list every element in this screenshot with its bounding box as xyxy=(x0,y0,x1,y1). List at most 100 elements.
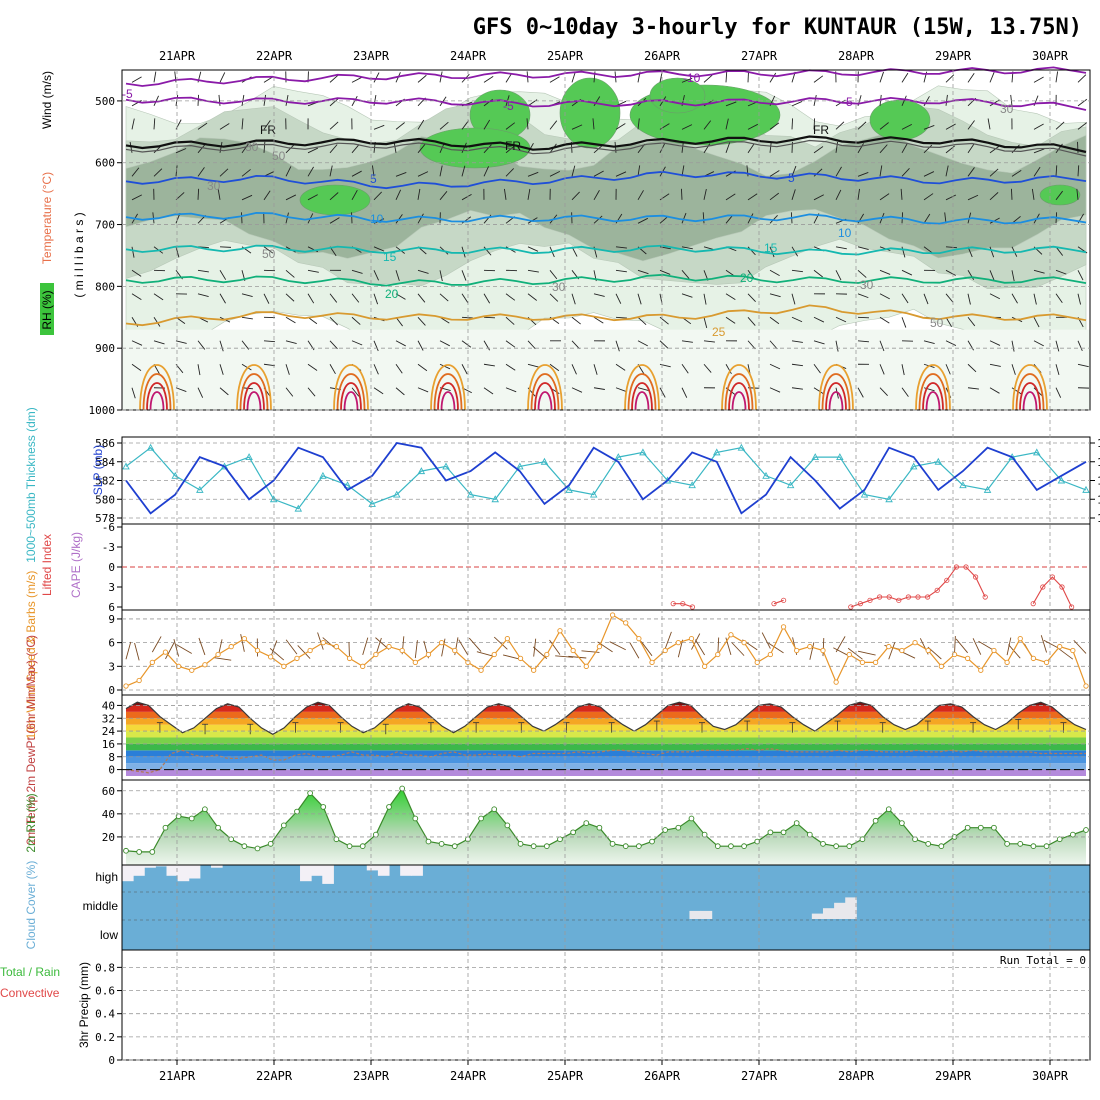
lifted-index-marker xyxy=(876,594,883,600)
rh2m-marker xyxy=(806,831,813,838)
thickness-line xyxy=(125,446,1087,510)
lifted-index-axis-label: Lifted Index xyxy=(40,534,54,596)
y-tick-label: 9 xyxy=(108,613,115,626)
rh2m-marker xyxy=(675,824,682,831)
warm-lobe-contour xyxy=(818,364,854,411)
wind-barb xyxy=(217,188,221,200)
wind-barb xyxy=(439,270,443,282)
wind-speed-marker xyxy=(1030,655,1037,662)
wind-barb xyxy=(901,143,908,154)
warm-lobe-contour xyxy=(627,373,657,411)
lifted-index-marker xyxy=(1069,604,1075,610)
rh2m-marker xyxy=(294,808,300,815)
wind-barb xyxy=(945,165,949,177)
warm-lobe-contour xyxy=(1022,391,1038,411)
wind-barb xyxy=(131,269,142,277)
wind-barb xyxy=(615,171,627,177)
wind-barb xyxy=(659,387,666,398)
warm-lobe-contour xyxy=(721,364,757,411)
wind-barb xyxy=(879,364,885,375)
rh2m-marker xyxy=(1069,831,1076,838)
lifted-index-marker xyxy=(905,594,912,600)
thickness-marker xyxy=(122,462,130,470)
wind-barb xyxy=(1031,188,1035,200)
temp-band xyxy=(126,743,1086,751)
wind10m-axis-label: 10m Wind Speed & Barbs (m/s) xyxy=(24,571,38,740)
thickness-marker xyxy=(762,471,770,479)
wind-barb xyxy=(1055,269,1067,275)
wind-barb xyxy=(1033,317,1040,328)
wind-barb xyxy=(813,363,821,374)
wind-barb xyxy=(879,340,885,352)
wind-barb xyxy=(725,316,736,324)
wind-barb xyxy=(417,363,428,372)
wind-barb xyxy=(351,170,362,177)
wind-barb xyxy=(680,188,683,200)
wind-barb xyxy=(131,167,140,177)
wind-barb-10m xyxy=(493,636,508,650)
wind-barb xyxy=(395,189,402,201)
wind-barb xyxy=(1055,165,1058,177)
wind-barb xyxy=(197,269,209,273)
wind-barb xyxy=(923,171,935,177)
rh2m-marker xyxy=(780,829,787,836)
wind-speed-marker xyxy=(254,647,261,654)
rh2m-marker xyxy=(728,843,734,850)
rh2m-marker xyxy=(912,836,918,843)
isotherm-label: -5 xyxy=(122,87,133,101)
wind-barb xyxy=(329,217,340,224)
isotherm-label: FR xyxy=(813,123,829,137)
wind-barb-10m xyxy=(441,638,446,657)
wind-barb xyxy=(483,340,490,351)
rh2m-marker xyxy=(662,827,669,833)
thickness-marker xyxy=(565,485,573,493)
wind-barb xyxy=(263,141,266,153)
wind-barb xyxy=(505,340,516,348)
wind-barb xyxy=(153,293,164,301)
rh2m-marker xyxy=(1056,836,1063,843)
wind-barb xyxy=(505,387,517,393)
wind-barb xyxy=(989,363,1001,367)
rh2m-marker xyxy=(925,840,932,847)
wind-barb xyxy=(769,141,772,153)
wind-barb-10m xyxy=(134,642,140,661)
wind-speed-marker xyxy=(557,628,563,634)
wind-barb xyxy=(703,188,707,200)
wind-barb xyxy=(1011,364,1016,375)
wind-barb xyxy=(219,364,224,375)
wind-barb xyxy=(241,363,252,371)
y-tick-label: 6 xyxy=(108,601,115,614)
wind-barb xyxy=(175,387,187,392)
wind-barb xyxy=(879,316,890,324)
wind-barb xyxy=(791,118,794,130)
wind-barb xyxy=(945,123,956,130)
warm-lobe-contour xyxy=(534,382,556,411)
wind-speed-marker xyxy=(149,659,155,666)
rh2m-marker xyxy=(938,843,945,850)
wind-barb xyxy=(593,364,598,375)
wind-speed-marker xyxy=(241,636,248,642)
wind-barb xyxy=(747,340,756,350)
warm-lobe-contour xyxy=(343,391,359,411)
cloud-high-gap xyxy=(411,865,423,876)
thickness-marker xyxy=(1033,448,1041,456)
cloud-high-gap xyxy=(166,865,179,876)
lifted-index-marker xyxy=(982,594,988,600)
rh-label: 30 xyxy=(860,278,874,292)
wind-barb xyxy=(285,166,292,177)
wind-barb xyxy=(1011,270,1015,282)
wind-barb xyxy=(681,246,693,250)
wind-barb xyxy=(637,340,648,347)
wind-speed-marker xyxy=(478,667,484,673)
wind-barb xyxy=(571,316,581,325)
wind-barb xyxy=(945,194,957,201)
wind-speed-marker xyxy=(544,651,550,658)
wind-barb-10m xyxy=(285,639,298,655)
wind-barb xyxy=(307,363,318,371)
wind-barb xyxy=(681,293,693,298)
wind-speed-marker xyxy=(833,679,839,685)
wind-barb xyxy=(218,94,221,106)
rh2m-marker xyxy=(820,840,826,847)
wind-speed-marker xyxy=(175,663,182,669)
wind-barb xyxy=(505,293,516,301)
